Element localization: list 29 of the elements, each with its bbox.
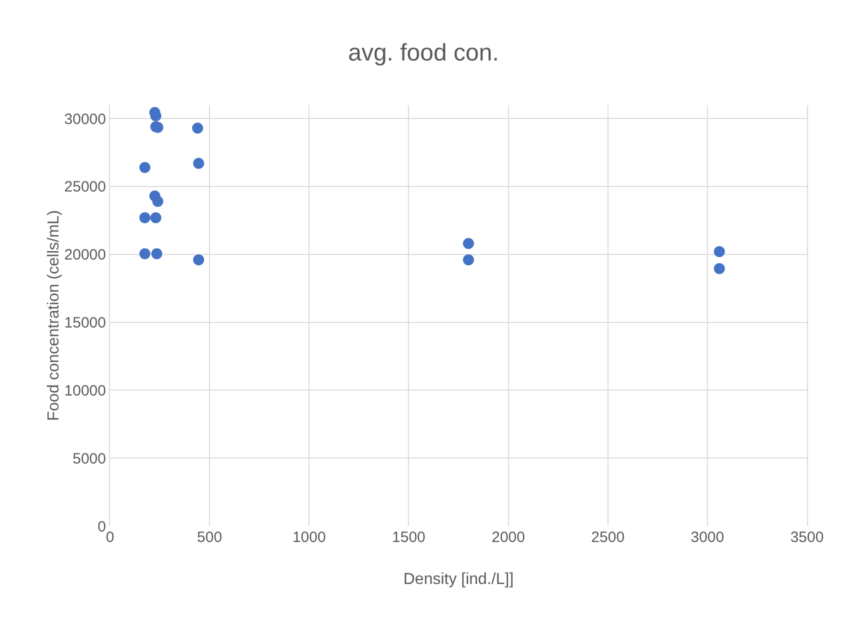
x-tick-label: 500 [197, 529, 222, 546]
y-tick-label: 30000 [64, 110, 106, 128]
point [714, 246, 725, 258]
x-axis-title: Density [ind./L]] [403, 571, 514, 588]
y-tick-label: 15000 [64, 314, 106, 332]
x-tick-label: 2000 [492, 529, 525, 546]
y-tick-label: 5000 [72, 450, 106, 468]
chart-title: avg. food con. [348, 39, 499, 66]
y-tick-label: 20000 [64, 246, 106, 264]
point [462, 238, 474, 250]
y-tick-label: 10000 [64, 382, 106, 400]
point [462, 254, 474, 266]
x-tick-label: 2500 [591, 529, 625, 546]
point [714, 263, 725, 274]
x-tick-label: 3500 [790, 529, 824, 546]
point [193, 254, 204, 266]
point [152, 196, 164, 207]
point [139, 162, 150, 173]
point [139, 212, 150, 224]
y-tick-label: 25000 [64, 178, 106, 196]
y-axis-title: Food concentration (cells/mL) [45, 210, 62, 421]
point [192, 122, 204, 134]
x-tick-label: 1500 [392, 529, 426, 546]
point [139, 248, 150, 260]
x-tick-label: 1000 [292, 529, 326, 546]
point [150, 212, 162, 224]
point [151, 248, 162, 260]
x-tick-label: 3000 [690, 529, 724, 546]
point [193, 158, 204, 169]
